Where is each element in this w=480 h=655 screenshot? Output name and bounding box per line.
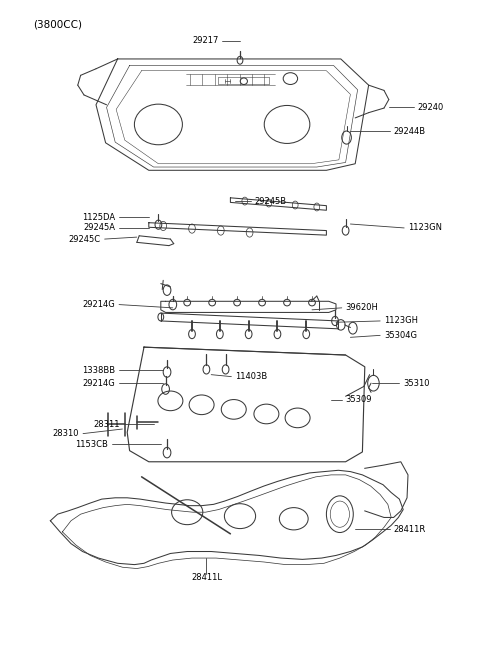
Text: (3800CC): (3800CC) bbox=[34, 20, 83, 29]
Text: 35304G: 35304G bbox=[384, 331, 417, 340]
Text: 1153CB: 1153CB bbox=[75, 440, 108, 449]
Text: 35310: 35310 bbox=[403, 379, 430, 388]
Text: 29214G: 29214G bbox=[83, 379, 115, 388]
Text: 29217: 29217 bbox=[192, 36, 218, 45]
Text: 29245A: 29245A bbox=[83, 223, 115, 233]
Text: 35309: 35309 bbox=[346, 395, 372, 404]
Text: 29240: 29240 bbox=[418, 103, 444, 112]
Text: 28311: 28311 bbox=[94, 420, 120, 429]
Text: 29244B: 29244B bbox=[394, 126, 426, 136]
Text: 1123GH: 1123GH bbox=[384, 316, 418, 326]
Text: 1125DA: 1125DA bbox=[82, 213, 115, 222]
Text: 39620H: 39620H bbox=[346, 303, 378, 312]
Text: 1123GN: 1123GN bbox=[408, 223, 442, 233]
Text: 28310: 28310 bbox=[53, 429, 79, 438]
Text: 1338BB: 1338BB bbox=[82, 365, 115, 375]
Text: 29245B: 29245B bbox=[254, 196, 287, 206]
Text: 28411L: 28411L bbox=[191, 573, 222, 582]
Text: 28411R: 28411R bbox=[394, 525, 426, 534]
Text: 29245C: 29245C bbox=[69, 234, 101, 244]
Text: 29214G: 29214G bbox=[83, 300, 115, 309]
Text: 11403B: 11403B bbox=[235, 372, 267, 381]
